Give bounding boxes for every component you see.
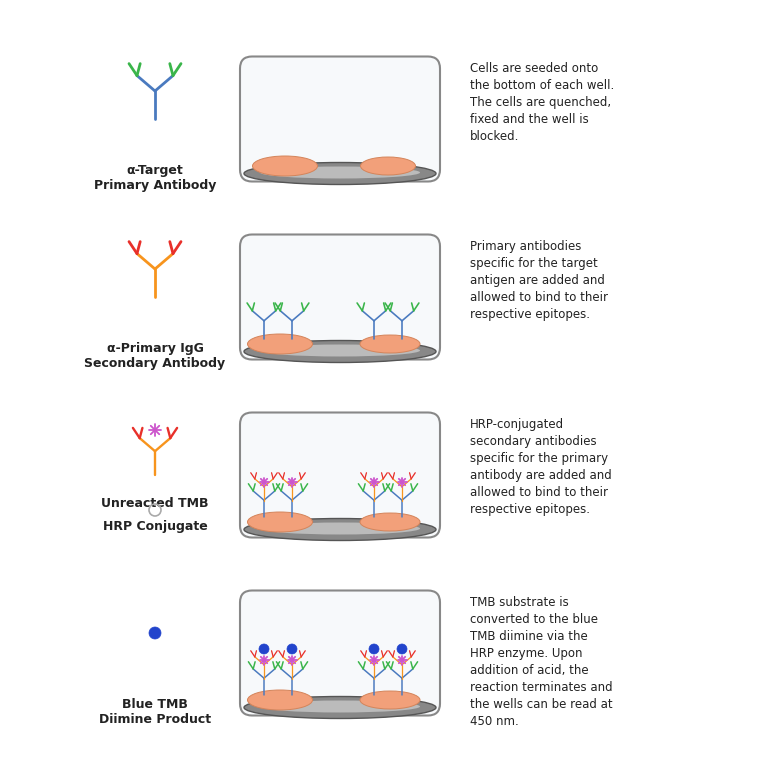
Ellipse shape: [360, 335, 420, 353]
Circle shape: [149, 627, 161, 639]
Ellipse shape: [244, 697, 436, 718]
Ellipse shape: [360, 691, 420, 709]
FancyBboxPatch shape: [240, 413, 440, 538]
FancyBboxPatch shape: [240, 591, 440, 716]
Text: TMB substrate is
converted to the blue
TMB diimine via the
HRP enzyme. Upon
addi: TMB substrate is converted to the blue T…: [470, 596, 613, 728]
Ellipse shape: [244, 163, 436, 184]
Ellipse shape: [244, 341, 436, 362]
Ellipse shape: [260, 167, 420, 179]
Ellipse shape: [248, 512, 312, 532]
Text: α-Primary IgG
Secondary Antibody: α-Primary IgG Secondary Antibody: [85, 342, 225, 370]
Circle shape: [287, 644, 297, 654]
Text: Cells are seeded onto
the bottom of each well.
The cells are quenched,
fixed and: Cells are seeded onto the bottom of each…: [470, 62, 614, 143]
Ellipse shape: [244, 519, 436, 540]
Ellipse shape: [248, 334, 312, 354]
Text: Unreacted TMB: Unreacted TMB: [102, 497, 209, 510]
Ellipse shape: [361, 157, 416, 175]
FancyBboxPatch shape: [240, 235, 440, 360]
Ellipse shape: [260, 701, 420, 713]
Text: HRP-conjugated
secondary antibodies
specific for the primary
antibody are added : HRP-conjugated secondary antibodies spec…: [470, 418, 612, 516]
Ellipse shape: [260, 345, 420, 357]
Circle shape: [369, 644, 379, 654]
Circle shape: [259, 644, 269, 654]
FancyBboxPatch shape: [240, 57, 440, 182]
Ellipse shape: [260, 523, 420, 535]
Text: α-Target
Primary Antibody: α-Target Primary Antibody: [94, 164, 216, 192]
Text: Primary antibodies
specific for the target
antigen are added and
allowed to bind: Primary antibodies specific for the targ…: [470, 240, 608, 321]
Ellipse shape: [360, 513, 420, 531]
Text: HRP Conjugate: HRP Conjugate: [102, 520, 207, 533]
Text: Blue TMB
Diimine Product: Blue TMB Diimine Product: [99, 698, 211, 726]
Circle shape: [397, 644, 407, 654]
Ellipse shape: [248, 690, 312, 710]
Ellipse shape: [252, 156, 318, 176]
